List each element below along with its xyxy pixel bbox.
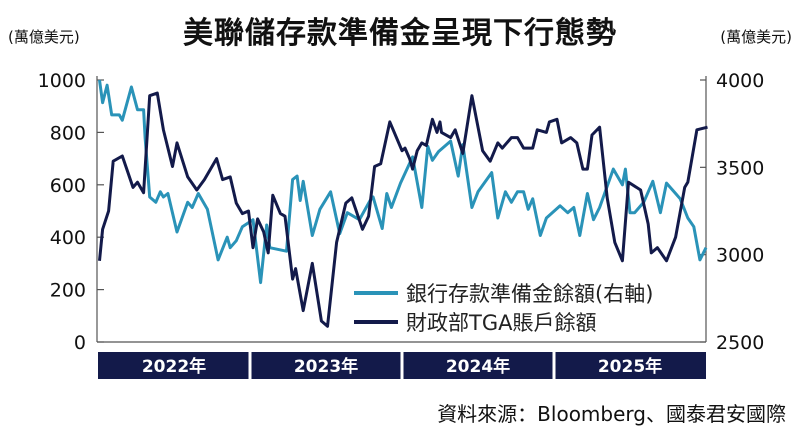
left-tick-label: 600 xyxy=(50,175,86,197)
right-tick-label: 3000 xyxy=(716,245,764,267)
legend: 銀行存款準備金餘額(右軸) 財政部TGA賬戶餘額 xyxy=(354,282,653,335)
right-tick-label: 2500 xyxy=(716,332,764,354)
left-axis-unit: (萬億美元) xyxy=(8,28,80,46)
source-note: 資料來源：Bloomberg、國泰君安國際 xyxy=(437,402,786,426)
left-tick-label: 0 xyxy=(74,332,86,354)
year-label: 2022年 xyxy=(142,356,206,377)
right-tick-label: 4000 xyxy=(716,70,764,92)
year-band xyxy=(555,352,706,379)
left-tick-label: 200 xyxy=(50,280,86,302)
year-band xyxy=(251,352,401,379)
year-label: 2024年 xyxy=(446,356,510,377)
legend-label: 財政部TGA賬戶餘額 xyxy=(406,311,596,335)
left-tick-label: 1000 xyxy=(38,70,86,92)
left-tick-label: 800 xyxy=(50,122,86,144)
left-tick-label: 400 xyxy=(50,227,86,249)
legend-label: 銀行存款準備金餘額(右軸) xyxy=(406,282,653,306)
year-label: 2023年 xyxy=(294,356,358,377)
year-label: 2025年 xyxy=(598,356,662,377)
right-axis-unit: (萬億美元) xyxy=(720,28,792,46)
tga-series-line xyxy=(98,91,708,328)
year-band xyxy=(403,352,553,379)
right-tick-label: 3500 xyxy=(716,157,764,179)
chart-title: 美聯儲存款準備金呈現下行態勢 xyxy=(183,16,617,51)
year-band xyxy=(98,352,249,379)
